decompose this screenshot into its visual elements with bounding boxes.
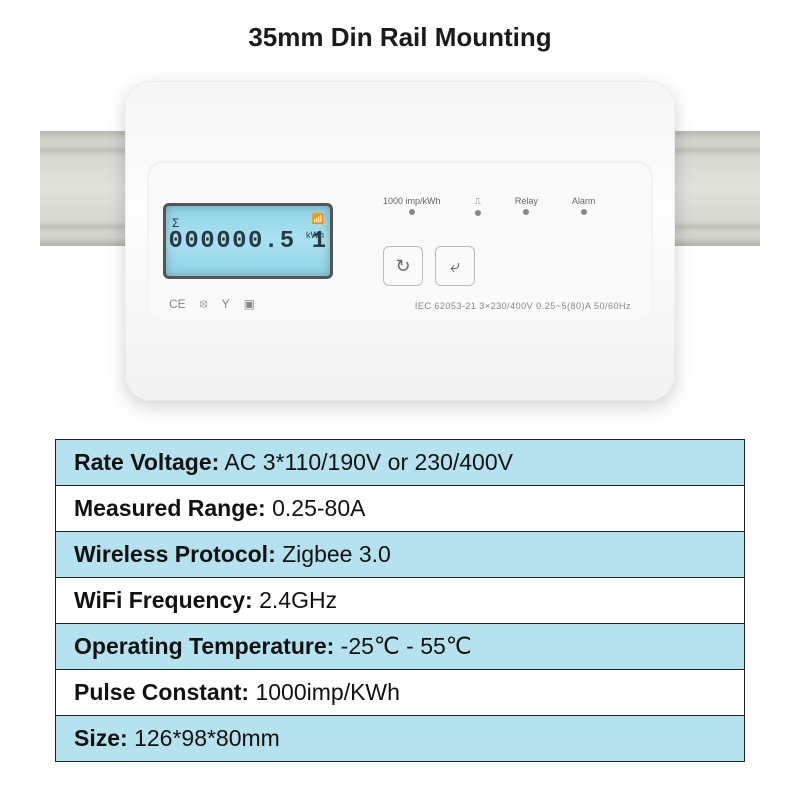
spec-row: Wireless Protocol: Zigbee 3.0 bbox=[56, 532, 744, 578]
spec-value: 0.25-80A bbox=[266, 495, 366, 521]
indicator-label: ⎍ bbox=[475, 196, 481, 207]
spec-label: Rate Voltage: bbox=[74, 449, 219, 475]
spec-row: Pulse Constant: 1000imp/KWh bbox=[56, 670, 744, 716]
indicator-label: Relay bbox=[515, 196, 538, 206]
page-title: 35mm Din Rail Mounting bbox=[248, 22, 551, 53]
spec-value: 126*98*80mm bbox=[128, 725, 280, 751]
spec-label: WiFi Frequency: bbox=[74, 587, 253, 613]
indicator-row: 1000 imp/kWh ⎍ Relay Alarm bbox=[383, 196, 595, 216]
indicator-label: 1000 imp/kWh bbox=[383, 196, 441, 206]
energy-meter-device: Σ 000000.5 1 📶 kWh 1000 imp/kWh ⎍ R bbox=[125, 81, 675, 401]
antenna-icon: 📶 bbox=[312, 214, 324, 225]
lcd-reading: 000000.5 1 bbox=[168, 228, 327, 255]
ce-mark-icon: CE bbox=[169, 297, 186, 311]
enter-button[interactable]: ⤶ bbox=[435, 246, 475, 286]
spec-label: Operating Temperature: bbox=[74, 633, 334, 659]
indicator-label: Alarm bbox=[572, 196, 596, 206]
indicator-alarm: Alarm bbox=[572, 196, 596, 216]
cert-marks: CE ⦻ Y ▣ bbox=[169, 296, 255, 311]
lcd-display: Σ 000000.5 1 📶 kWh bbox=[163, 203, 333, 279]
indicator-pulse: ⎍ bbox=[475, 196, 481, 216]
lcd-unit: kWh bbox=[306, 230, 324, 240]
spec-label: Size: bbox=[74, 725, 128, 751]
indicator-relay: Relay bbox=[515, 196, 538, 216]
spec-value: -25℃ - 55℃ bbox=[334, 633, 471, 659]
led-icon bbox=[475, 210, 481, 216]
device-buttons: ↻ ⤶ bbox=[383, 246, 595, 286]
spec-label: Wireless Protocol: bbox=[74, 541, 276, 567]
spec-row: WiFi Frequency: 2.4GHz bbox=[56, 578, 744, 624]
spec-row: Size: 126*98*80mm bbox=[56, 716, 744, 761]
device-face: Σ 000000.5 1 📶 kWh 1000 imp/kWh ⎍ R bbox=[147, 161, 653, 321]
spec-row: Operating Temperature: -25℃ - 55℃ bbox=[56, 624, 744, 670]
circle-mark-icon: ⦻ bbox=[200, 296, 208, 311]
led-icon bbox=[581, 209, 587, 215]
spec-label: Pulse Constant: bbox=[74, 679, 249, 705]
led-icon bbox=[523, 209, 529, 215]
cycle-button[interactable]: ↻ bbox=[383, 246, 423, 286]
square-mark-icon: ▣ bbox=[244, 297, 255, 311]
sigma-icon: Σ bbox=[172, 216, 179, 230]
spec-row: Measured Range: 0.25-80A bbox=[56, 486, 744, 532]
indicator-imp: 1000 imp/kWh bbox=[383, 196, 441, 216]
spec-value: Zigbee 3.0 bbox=[276, 541, 391, 567]
product-photo: Σ 000000.5 1 📶 kWh 1000 imp/kWh ⎍ R bbox=[40, 81, 760, 411]
spec-label: Measured Range: bbox=[74, 495, 266, 521]
led-icon bbox=[409, 209, 415, 215]
device-bottom-spec: IEC 62053-21 3×230/400V 0.25~5(80)A 50/6… bbox=[415, 301, 631, 311]
spec-row: Rate Voltage: AC 3*110/190V or 230/400V bbox=[56, 440, 744, 486]
spec-value: 1000imp/KWh bbox=[249, 679, 400, 705]
spec-value: 2.4GHz bbox=[253, 587, 337, 613]
spec-table: Rate Voltage: AC 3*110/190V or 230/400VM… bbox=[55, 439, 745, 762]
y-mark-icon: Y bbox=[222, 297, 230, 311]
spec-value: AC 3*110/190V or 230/400V bbox=[219, 449, 513, 475]
